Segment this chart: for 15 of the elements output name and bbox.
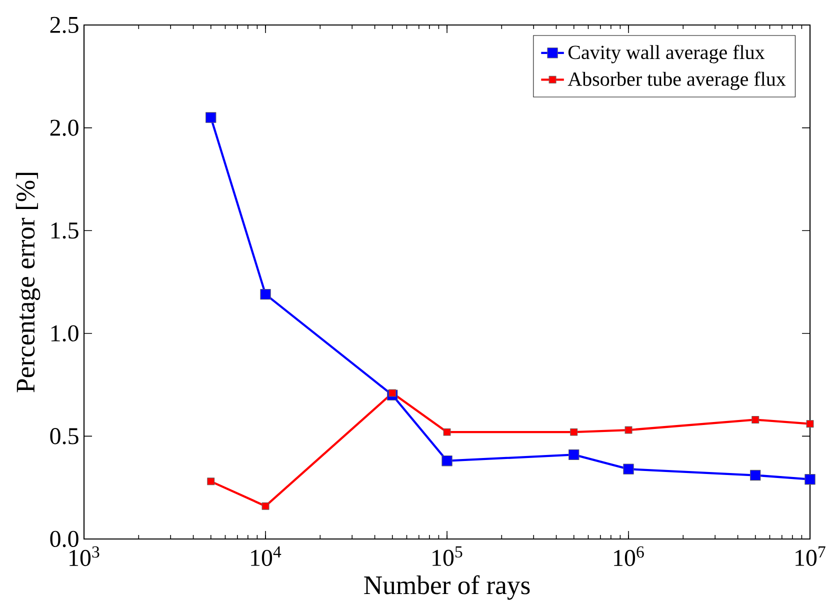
legend-label: Cavity wall average flux: [568, 44, 765, 64]
x-tick-label: 10$^{3}$: [70, 546, 100, 566]
y-tick-label: 2.5: [50, 16, 78, 34]
x-axis-title: Number of rays: [364, 575, 530, 600]
y-axis-title: Percentage error [%]: [16, 172, 40, 392]
x-tick-label: 10$^{4}$: [251, 546, 282, 566]
y-tick-label: 1.5: [51, 222, 78, 239]
x-tick-label: 10$^{5}$: [432, 546, 462, 566]
y-tick-label: 0.0: [50, 530, 78, 548]
legend-label: Absorber tube average flux: [568, 72, 786, 90]
y-tick-label: 0.5: [50, 428, 78, 444]
y-tick-label: 1.0: [51, 325, 78, 342]
x-tick-label: 10$^{7}$: [796, 546, 826, 566]
x-tick-label: 10$^{6}$: [614, 546, 644, 566]
y-tick-label: 2.0: [50, 120, 78, 136]
